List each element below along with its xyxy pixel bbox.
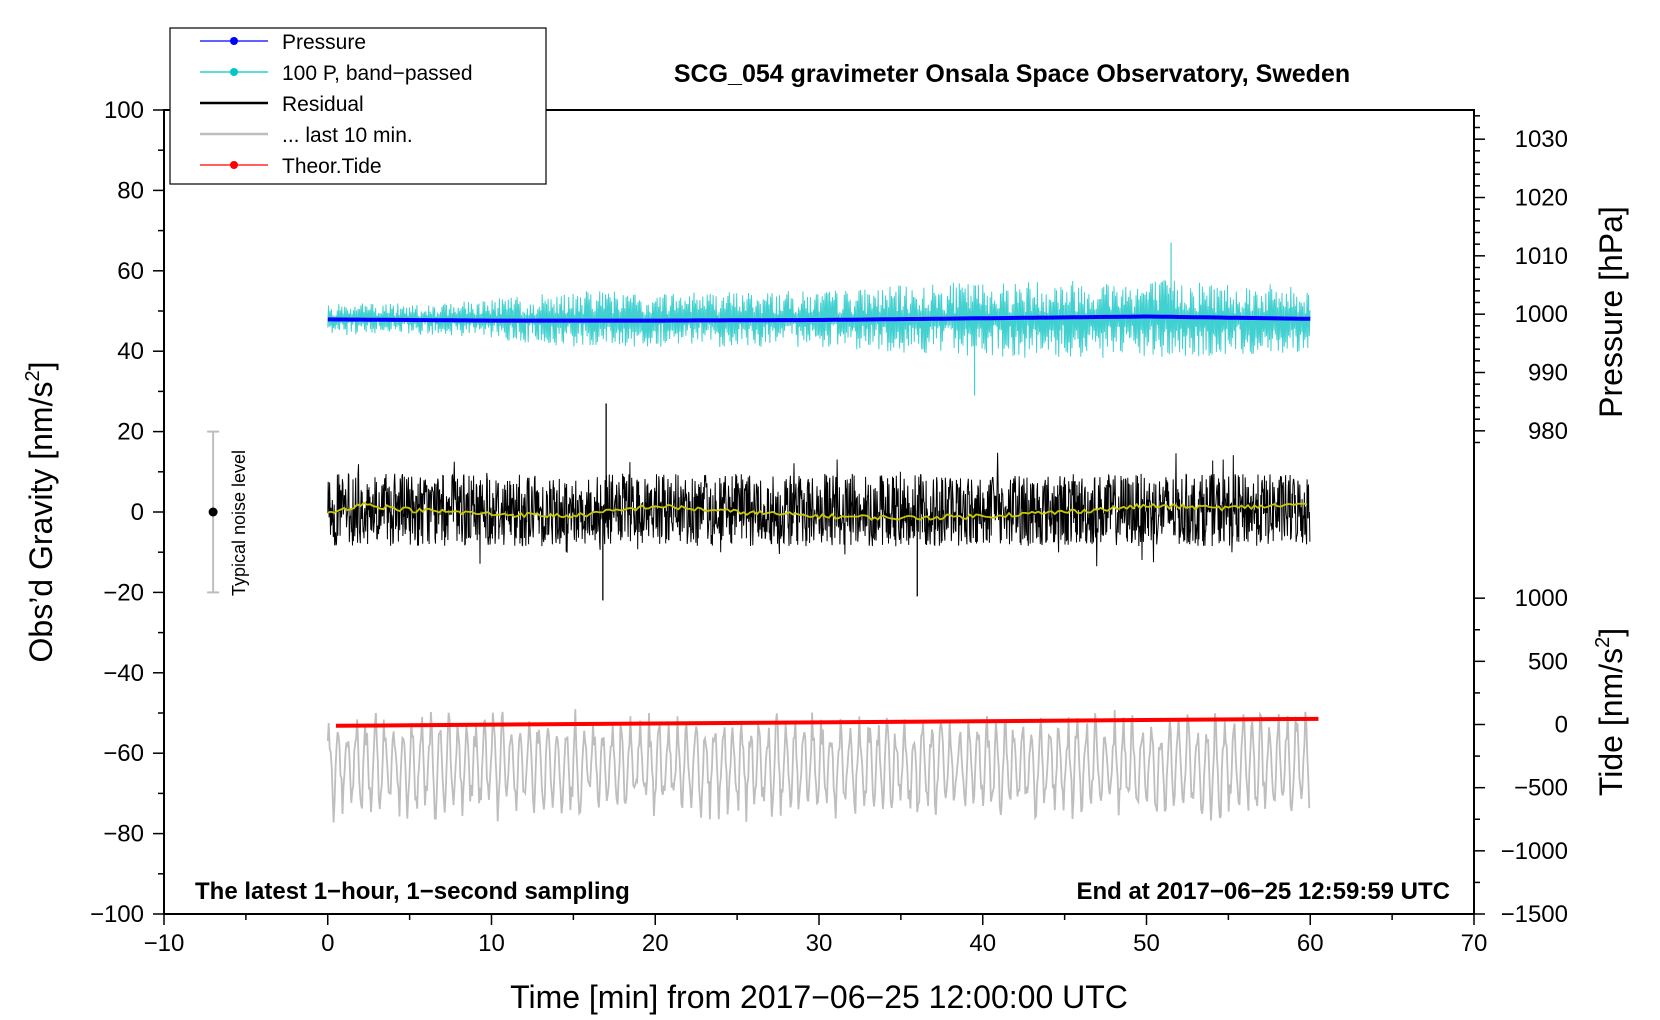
y-tick-label: 100 (104, 97, 144, 124)
series-residual-smoothed (327, 501, 1308, 521)
noise-bar-center-dot (208, 507, 218, 517)
tide-tick-label: −1000 (1501, 838, 1568, 865)
legend-label: Residual (282, 93, 364, 116)
series-pressure (327, 314, 1311, 323)
pressure-tick-label: 1010 (1515, 243, 1568, 270)
pressure-tick-label: 990 (1528, 360, 1568, 387)
x-tick-label: 20 (642, 930, 669, 957)
series-residual (327, 452, 1311, 567)
series-last-10-min (326, 709, 1311, 823)
y-tick-label: 40 (117, 338, 144, 365)
y-axis-title-left-sup: 2 (22, 370, 44, 381)
chart-title: SCG_054 gravimeter Onsala Space Observat… (674, 60, 1350, 88)
y-tick-label: 60 (117, 258, 144, 285)
y-axis-title-pressure: Pressure [hPa] (1593, 206, 1629, 418)
legend-label: 100 P, band−passed (282, 62, 473, 85)
legend-label: ... last 10 min. (282, 124, 413, 147)
tide-tick-label: 1000 (1515, 585, 1568, 612)
x-tick-label: 70 (1461, 930, 1488, 957)
x-tick-label: 60 (1297, 930, 1324, 957)
y-axis-title-tide: Tide [nm/s2] (1592, 628, 1629, 796)
legend: Pressure 100 P, band−passed Residual ... la… (169, 27, 547, 185)
annotation-end-time: End at 2017−06−25 12:59:59 UTC (1076, 878, 1450, 905)
tide-tick-label: −500 (1514, 775, 1568, 802)
y-tick-label: −20 (103, 579, 144, 606)
y-tick-label: 20 (117, 419, 144, 446)
pressure-tick-label: 1030 (1515, 126, 1568, 153)
noise-level-bar: Typical noise level (207, 430, 249, 596)
legend-label: Theor.Tide (282, 155, 382, 178)
y-tick-label: −80 (103, 821, 144, 848)
x-tick-label: 0 (321, 930, 334, 957)
y-tick-label: −60 (103, 740, 144, 767)
y-axis-title-tide-main: Tide [nm/s (1593, 648, 1629, 796)
x-axis-title: Time [min] from 2017−06−25 12:00:00 UTC (510, 979, 1128, 1015)
series-band-passed-pressure (327, 280, 1311, 358)
pressure-tick-label: 1000 (1515, 301, 1568, 328)
pressure-tick-label: 1020 (1515, 185, 1568, 212)
legend-swatch-marker (230, 37, 238, 45)
x-tick-label: 50 (1133, 930, 1160, 957)
y-tick-label: −40 (103, 660, 144, 687)
pressure-tick-label: 980 (1528, 418, 1568, 445)
y-axis-title-left-main: Obs’d Gravity [nm/s (23, 382, 59, 663)
legend-box (169, 27, 547, 185)
y-axis-title-left: Obs’d Gravity [nm/s2] (22, 362, 59, 663)
y-axis-title-left-close: ] (23, 362, 59, 371)
x-tick-label: −10 (144, 930, 185, 957)
data-series (326, 242, 1319, 823)
y-tick-label: 0 (131, 499, 144, 526)
legend-entries: Pressure 100 P, band−passed Residual ... la… (200, 31, 473, 178)
series-theoretical-tide (335, 716, 1319, 728)
legend-label: Pressure (282, 31, 366, 54)
y-tick-label: 80 (117, 177, 144, 204)
noise-level-label: Typical noise level (229, 450, 249, 596)
annotation-sampling: The latest 1−hour, 1−second sampling (195, 878, 630, 905)
axis-ticks: −10 0 10 20 30 40 50 60 70100806040200−20−40−60−… (90, 97, 1568, 957)
y-axis-title-tide-close: ] (1593, 628, 1629, 637)
legend-swatch-marker (230, 68, 238, 76)
legend-swatch-marker (230, 161, 238, 169)
tide-tick-label: −1500 (1501, 901, 1568, 928)
x-tick-label: 10 (478, 930, 505, 957)
x-tick-label: 40 (969, 930, 996, 957)
tide-tick-label: 0 (1555, 712, 1568, 739)
y-tick-label: −100 (90, 901, 144, 928)
tide-tick-label: 500 (1528, 648, 1568, 675)
y-axis-title-tide-sup: 2 (1592, 637, 1614, 648)
x-tick-label: 30 (806, 930, 833, 957)
